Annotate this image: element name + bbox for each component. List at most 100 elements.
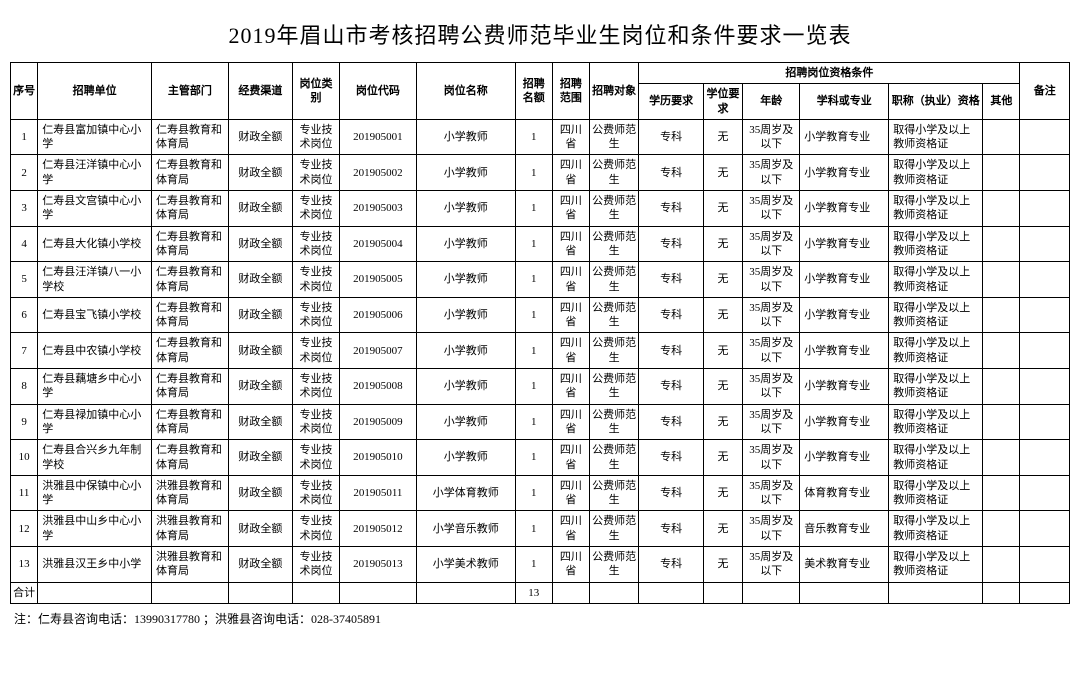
table-row: 11洪雅县中保镇中心小学洪雅县教育和体育局财政全额专业技术岗位201905011… (11, 475, 1070, 511)
cell-remark (1020, 369, 1070, 405)
col-fund: 经费渠道 (228, 63, 292, 120)
cell-ptype: 专业技术岗位 (293, 333, 340, 369)
cell-pcode: 201905006 (340, 297, 417, 333)
cell-edu: 专科 (639, 369, 703, 405)
cell-cert: 取得小学及以上教师资格证 (889, 226, 983, 262)
cell-seq: 5 (11, 262, 38, 298)
cell-dept: 仁寿县教育和体育局 (152, 119, 229, 155)
cell-quota: 1 (515, 119, 552, 155)
col-age: 年龄 (743, 84, 800, 120)
cell-unit: 洪雅县中保镇中心小学 (38, 475, 152, 511)
cell-cert: 取得小学及以上教师资格证 (889, 547, 983, 583)
cell-other (983, 475, 1020, 511)
cell-remark (1020, 226, 1070, 262)
cell-major: 小学教育专业 (800, 226, 889, 262)
cell-dept: 洪雅县教育和体育局 (152, 511, 229, 547)
cell-seq: 9 (11, 404, 38, 440)
cell-age: 35周岁及以下 (743, 155, 800, 191)
cell-remark (1020, 440, 1070, 476)
cell-seq: 6 (11, 297, 38, 333)
cell-pname: 小学体育教师 (416, 475, 515, 511)
cell-pname: 小学音乐教师 (416, 511, 515, 547)
cell-age: 35周岁及以下 (743, 404, 800, 440)
cell-quota: 1 (515, 333, 552, 369)
cell-age: 35周岁及以下 (743, 547, 800, 583)
col-quota: 招聘名额 (515, 63, 552, 120)
cell-other (983, 511, 1020, 547)
cell-target: 公费师范生 (589, 155, 638, 191)
table-row: 4仁寿县大化镇小学校仁寿县教育和体育局财政全额专业技术岗位201905004小学… (11, 226, 1070, 262)
cell-target: 公费师范生 (589, 440, 638, 476)
table-row: 3仁寿县文宫镇中心小学仁寿县教育和体育局财政全额专业技术岗位201905003小… (11, 191, 1070, 227)
cell-cert: 取得小学及以上教师资格证 (889, 404, 983, 440)
cell-cert: 取得小学及以上教师资格证 (889, 297, 983, 333)
cell-dept: 洪雅县教育和体育局 (152, 475, 229, 511)
col-unit: 招聘单位 (38, 63, 152, 120)
cell-target: 公费师范生 (589, 191, 638, 227)
cell-fund: 财政全额 (228, 440, 292, 476)
cell-major: 小学教育专业 (800, 333, 889, 369)
cell-quota: 1 (515, 369, 552, 405)
cell-dept: 仁寿县教育和体育局 (152, 226, 229, 262)
cell-quota: 1 (515, 404, 552, 440)
cell-edu: 专科 (639, 155, 703, 191)
cell-other (983, 369, 1020, 405)
cell-target: 公费师范生 (589, 297, 638, 333)
cell-target: 公费师范生 (589, 262, 638, 298)
cell-edu: 专科 (639, 297, 703, 333)
cell-cert: 取得小学及以上教师资格证 (889, 191, 983, 227)
cell-major: 小学教育专业 (800, 440, 889, 476)
cell-fund: 财政全额 (228, 369, 292, 405)
cell-unit: 仁寿县汪洋镇中心小学 (38, 155, 152, 191)
cell-deg: 无 (703, 119, 743, 155)
cell-target: 公费师范生 (589, 404, 638, 440)
cell-other (983, 547, 1020, 583)
cell-other (983, 262, 1020, 298)
cell-scope: 四川省 (552, 369, 589, 405)
cell-fund: 财政全额 (228, 155, 292, 191)
cell-deg: 无 (703, 404, 743, 440)
col-edu: 学历要求 (639, 84, 703, 120)
cell-major: 小学教育专业 (800, 369, 889, 405)
cell-age: 35周岁及以下 (743, 297, 800, 333)
cell-ptype: 专业技术岗位 (293, 547, 340, 583)
col-other: 其他 (983, 84, 1020, 120)
cell-unit: 洪雅县中山乡中心小学 (38, 511, 152, 547)
cell-ptype: 专业技术岗位 (293, 440, 340, 476)
cell-scope: 四川省 (552, 404, 589, 440)
cell-remark (1020, 547, 1070, 583)
cell-dept: 仁寿县教育和体育局 (152, 155, 229, 191)
cell-pcode: 201905011 (340, 475, 417, 511)
cell-edu: 专科 (639, 440, 703, 476)
cell-remark (1020, 475, 1070, 511)
cell-pname: 小学教师 (416, 226, 515, 262)
cell-major: 小学教育专业 (800, 191, 889, 227)
cell-unit: 洪雅县汉王乡中小学 (38, 547, 152, 583)
cell-pcode: 201905007 (340, 333, 417, 369)
cell-ptype: 专业技术岗位 (293, 191, 340, 227)
cell-age: 35周岁及以下 (743, 440, 800, 476)
cell-quota: 1 (515, 155, 552, 191)
cell-edu: 专科 (639, 333, 703, 369)
cell-deg: 无 (703, 547, 743, 583)
cell-target: 公费师范生 (589, 226, 638, 262)
cell-quota: 1 (515, 262, 552, 298)
cell-quota: 1 (515, 297, 552, 333)
cell-seq: 4 (11, 226, 38, 262)
cell-other (983, 404, 1020, 440)
col-pname: 岗位名称 (416, 63, 515, 120)
cell-deg: 无 (703, 155, 743, 191)
cell-age: 35周岁及以下 (743, 262, 800, 298)
cell-target: 公费师范生 (589, 475, 638, 511)
cell-major: 小学教育专业 (800, 297, 889, 333)
col-dept: 主管部门 (152, 63, 229, 120)
cell-fund: 财政全额 (228, 297, 292, 333)
recruitment-table: 序号 招聘单位 主管部门 经费渠道 岗位类别 岗位代码 岗位名称 招聘名额 招聘… (10, 62, 1070, 604)
cell-pcode: 201905003 (340, 191, 417, 227)
cell-deg: 无 (703, 369, 743, 405)
cell-edu: 专科 (639, 119, 703, 155)
cell-scope: 四川省 (552, 191, 589, 227)
cell-age: 35周岁及以下 (743, 369, 800, 405)
cell-seq: 3 (11, 191, 38, 227)
cell-scope: 四川省 (552, 226, 589, 262)
